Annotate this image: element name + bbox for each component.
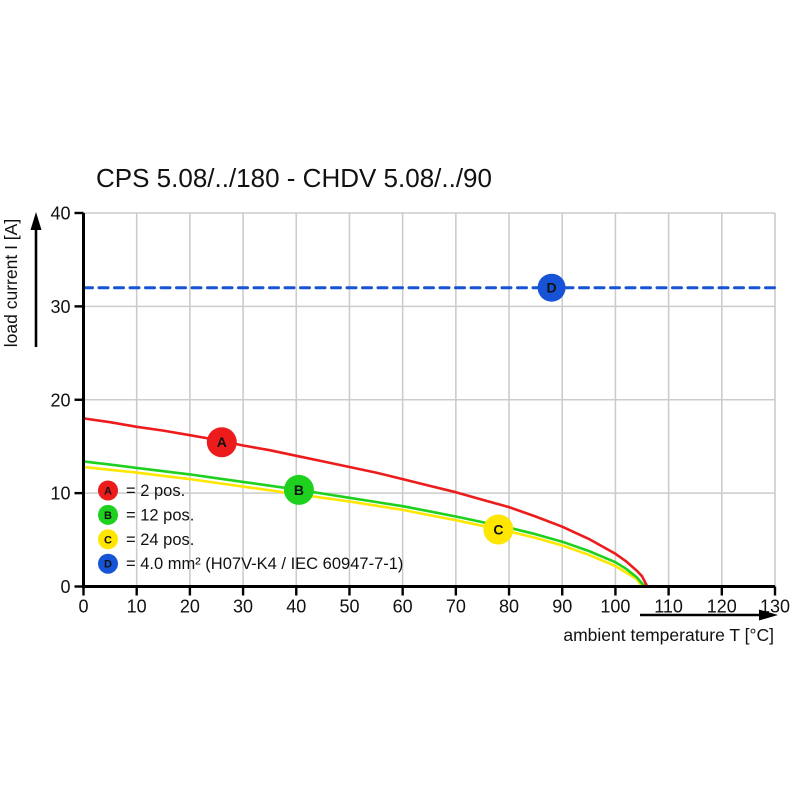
x-tick-label-40: 40 bbox=[286, 597, 306, 617]
legend-item-B: B = 12 pos. bbox=[98, 504, 194, 525]
y-tick-label-0: 0 bbox=[60, 577, 70, 597]
gridlines bbox=[83, 212, 776, 587]
y-tick-labels: 0 10 20 30 40 bbox=[50, 204, 70, 598]
x-tick-label-0: 0 bbox=[78, 597, 88, 617]
legend-item-C: C = 24 pos. bbox=[98, 529, 194, 550]
y-tick-label-40: 40 bbox=[50, 204, 70, 224]
axes bbox=[74, 211, 777, 596]
legend-label-B: = 12 pos. bbox=[126, 506, 194, 524]
x-tick-label-10: 10 bbox=[127, 597, 147, 617]
marker-letter-B: B bbox=[294, 482, 304, 498]
x-axis-arrow-icon bbox=[759, 609, 778, 621]
marker-A: A bbox=[206, 427, 237, 458]
curve-C bbox=[82, 465, 644, 588]
x-tick-label-120: 120 bbox=[707, 597, 737, 617]
x-tick-label-100: 100 bbox=[600, 597, 630, 617]
y-axis-title: load current I [A] bbox=[1, 219, 21, 347]
legend-swatch-D bbox=[98, 553, 118, 574]
legend-swatch-letter-C: C bbox=[104, 534, 112, 546]
legend-label-C: = 24 pos. bbox=[126, 531, 194, 549]
x-axis-title-group: ambient temperature T [°C] bbox=[563, 609, 778, 645]
x-tick-label-110: 110 bbox=[654, 597, 683, 617]
legend-swatch-A bbox=[98, 480, 118, 501]
legend-swatch-C bbox=[98, 529, 118, 550]
x-tick-label-50: 50 bbox=[339, 597, 359, 617]
marker-circle-B bbox=[283, 474, 314, 505]
x-tick-labels: 0 10 20 30 40 50 60 70 80 90 100 110 120 130 bbox=[78, 597, 790, 617]
x-tick-label-80: 80 bbox=[499, 597, 519, 617]
legend-swatch-letter-A: A bbox=[104, 486, 112, 498]
x-tick-label-60: 60 bbox=[393, 597, 413, 617]
x-tick-label-30: 30 bbox=[233, 597, 253, 617]
y-tick-label-10: 10 bbox=[50, 484, 70, 504]
marker-D: D bbox=[537, 273, 566, 302]
marker-circle-A bbox=[206, 427, 237, 458]
y-axis-arrow-icon bbox=[30, 212, 42, 230]
x-tick-label-70: 70 bbox=[446, 597, 466, 617]
legend-item-A: A = 2 pos. bbox=[98, 480, 185, 501]
x-tick-label-90: 90 bbox=[552, 597, 572, 617]
y-axis-title-group: load current I [A] bbox=[1, 212, 42, 347]
marker-letter-A: A bbox=[217, 434, 227, 450]
chart-legend: A = 2 pos. B = 12 pos. C = 24 pos. D = 4.0 mm² … bbox=[98, 480, 403, 574]
curve-A bbox=[82, 417, 649, 588]
legend-swatch-letter-D: D bbox=[104, 559, 112, 571]
marker-letter-D: D bbox=[547, 280, 557, 296]
x-tick-label-20: 20 bbox=[180, 597, 200, 617]
marker-circle-D bbox=[537, 273, 566, 302]
legend-label-A: = 2 pos. bbox=[126, 482, 185, 500]
series-curves bbox=[82, 286, 777, 588]
curve-markers: A B C D bbox=[206, 273, 566, 545]
x-tick-label-130: 130 bbox=[760, 597, 790, 617]
legend-swatch-B bbox=[98, 504, 118, 525]
marker-B: B bbox=[283, 474, 314, 505]
legend-item-D: D = 4.0 mm² (H07V-K4 / IEC 60947-7-1) bbox=[98, 553, 403, 574]
y-tick-label-20: 20 bbox=[50, 390, 70, 410]
curve-B bbox=[82, 460, 646, 588]
x-axis-title: ambient temperature T [°C] bbox=[563, 625, 774, 645]
y-tick-label-30: 30 bbox=[50, 297, 70, 317]
chart-title: CPS 5.08/../180 - CHDV 5.08/../90 bbox=[96, 163, 492, 193]
legend-swatch-letter-B: B bbox=[104, 510, 112, 522]
marker-C: C bbox=[483, 514, 514, 545]
marker-circle-C bbox=[483, 514, 514, 545]
legend-label-D: = 4.0 mm² (H07V-K4 / IEC 60947-7-1) bbox=[126, 555, 403, 573]
marker-letter-C: C bbox=[493, 522, 503, 538]
